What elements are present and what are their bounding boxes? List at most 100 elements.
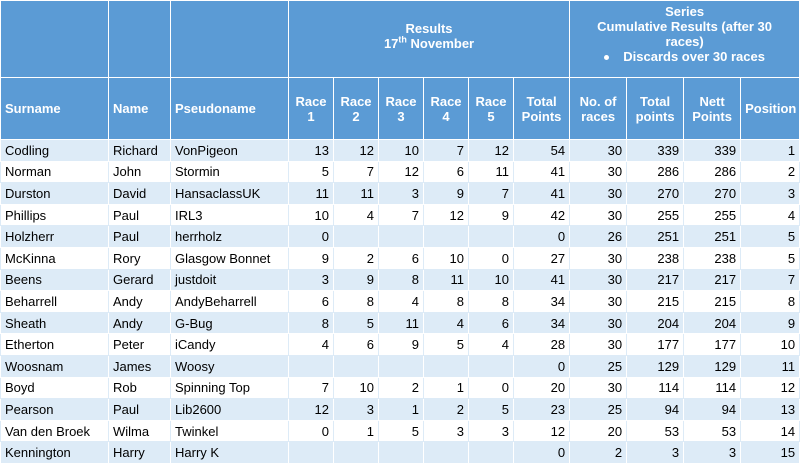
cell-race4: 5 bbox=[423, 333, 469, 356]
cell-surname: Etherton bbox=[0, 333, 109, 356]
col-header-race3: Race 3 bbox=[378, 77, 424, 140]
cell-series-total: 53 bbox=[626, 419, 685, 443]
cell-race5: 3 bbox=[468, 419, 514, 443]
cell-surname: Sheath bbox=[0, 311, 109, 335]
cell-pseudoname: AndyBeharrell bbox=[170, 290, 289, 313]
series-subtitle: Cumulative Results (after 30 bbox=[597, 19, 773, 34]
cell-race5: 4 bbox=[468, 333, 514, 356]
cell-surname: Codling bbox=[0, 139, 109, 162]
cell-no-of-races: 30 bbox=[569, 139, 628, 162]
cell-race2: 3 bbox=[333, 398, 379, 421]
col-header-series-total-l1: Total bbox=[640, 93, 671, 109]
cell-race1: 9 bbox=[288, 246, 334, 270]
cell-race1: 11 bbox=[288, 182, 334, 205]
col-header-race3-l2: 3 bbox=[397, 108, 405, 124]
cell-pseudoname: justdoit bbox=[170, 268, 289, 292]
cell-surname: Kennington bbox=[0, 441, 109, 464]
cell-race4: 9 bbox=[423, 182, 469, 205]
cell-name: Gerard bbox=[108, 268, 171, 292]
cell-race1 bbox=[288, 354, 334, 378]
cell-surname: Van den Broek bbox=[0, 419, 109, 443]
cell-race2: 7 bbox=[333, 160, 379, 184]
results-date-day: 17 bbox=[383, 36, 399, 51]
cell-total-points: 20 bbox=[512, 376, 571, 400]
col-header-surname: Surname bbox=[0, 77, 109, 140]
cell-position: 7 bbox=[740, 268, 800, 292]
cell-no-of-races: 26 bbox=[569, 225, 628, 248]
cell-race3: 2 bbox=[378, 376, 424, 400]
col-header-race1-l1: Race bbox=[295, 93, 327, 109]
cell-surname: Pearson bbox=[0, 398, 109, 421]
cell-series-total: 217 bbox=[626, 268, 685, 292]
col-header-race2-l1: Race bbox=[340, 93, 372, 109]
cell-nett-points: 53 bbox=[683, 419, 742, 443]
cell-race4 bbox=[423, 225, 469, 248]
cell-race4: 12 bbox=[423, 203, 469, 227]
table-header: Results 17th November Series Cumulative … bbox=[0, 0, 800, 140]
cell-race5: 11 bbox=[468, 160, 514, 184]
cell-race4: 8 bbox=[423, 290, 469, 313]
cell-total-points: 34 bbox=[512, 311, 571, 335]
cell-race5: 0 bbox=[468, 376, 514, 400]
cell-no-of-races: 30 bbox=[569, 376, 628, 400]
results-date-suffix: th bbox=[398, 34, 407, 45]
cell-race2: 5 bbox=[333, 311, 379, 335]
cell-race5: 8 bbox=[468, 290, 514, 313]
cell-race2: 11 bbox=[333, 182, 379, 205]
cell-race3: 4 bbox=[378, 290, 424, 313]
cell-race4: 7 bbox=[423, 139, 469, 162]
cell-no-of-races: 20 bbox=[569, 419, 628, 443]
col-header-series-total: Total points bbox=[626, 77, 685, 140]
cell-pseudoname: HansaclassUK bbox=[170, 182, 289, 205]
cell-nett-points: 217 bbox=[683, 268, 742, 292]
cell-race3: 5 bbox=[378, 419, 424, 443]
cell-series-total: 177 bbox=[626, 333, 685, 356]
col-header-name: Name bbox=[108, 77, 171, 140]
cell-name: Andy bbox=[108, 290, 171, 313]
cell-nett-points: 177 bbox=[683, 333, 742, 356]
cell-race1: 6 bbox=[288, 290, 334, 313]
col-header-race5-l1: Race bbox=[475, 93, 507, 109]
cell-surname: Durston bbox=[0, 182, 109, 205]
cell-series-total: 270 bbox=[626, 182, 685, 205]
cell-race3 bbox=[378, 225, 424, 248]
cell-race2: 1 bbox=[333, 419, 379, 443]
table-row: Sheath Andy G-Bug 8 5 11 4 6 34 30 204 204 9 bbox=[0, 311, 800, 335]
cell-name: Rory bbox=[108, 246, 171, 270]
cell-no-of-races: 30 bbox=[569, 290, 628, 313]
table-row: Durston David HansaclassUK 11 11 3 9 7 41 30 270 27… bbox=[0, 182, 800, 205]
cell-nett-points: 238 bbox=[683, 246, 742, 270]
cell-pseudoname: VonPigeon bbox=[170, 139, 289, 162]
cell-pseudoname: Stormin bbox=[170, 160, 289, 184]
cell-position: 9 bbox=[740, 311, 800, 335]
cell-nett-points: 286 bbox=[683, 160, 742, 184]
cell-series-total: 204 bbox=[626, 311, 685, 335]
cell-race4 bbox=[423, 441, 469, 464]
cell-series-total: 215 bbox=[626, 290, 685, 313]
cell-position: 12 bbox=[740, 376, 800, 400]
cell-total-points: 34 bbox=[512, 290, 571, 313]
cell-nett-points: 204 bbox=[683, 311, 742, 335]
table-row: Kennington Harry Harry K 0 2 3 3 15 bbox=[0, 441, 800, 464]
series-title: Series bbox=[665, 4, 705, 19]
col-header-total-points-l1: Total bbox=[526, 93, 557, 109]
cell-position: 4 bbox=[740, 203, 800, 227]
cell-race3: 3 bbox=[378, 182, 424, 205]
results-date-month: November bbox=[406, 36, 475, 51]
table-row: Norman John Stormin 5 7 12 6 11 41 30 286 286 2 bbox=[0, 160, 800, 184]
cell-race3: 6 bbox=[378, 246, 424, 270]
cell-race4: 6 bbox=[423, 160, 469, 184]
cell-total-points: 27 bbox=[512, 246, 571, 270]
cell-total-points: 0 bbox=[512, 441, 571, 464]
cell-no-of-races: 25 bbox=[569, 398, 628, 421]
cell-race1: 10 bbox=[288, 203, 334, 227]
cell-nett-points: 129 bbox=[683, 354, 742, 378]
cell-name: James bbox=[108, 354, 171, 378]
cell-race2 bbox=[333, 354, 379, 378]
cell-race4: 2 bbox=[423, 398, 469, 421]
col-header-race4-l2: 4 bbox=[442, 108, 450, 124]
table-row: Holzherr Paul herrholz 0 0 26 251 251 5 bbox=[0, 225, 800, 248]
cell-surname: McKinna bbox=[0, 246, 109, 270]
cell-name: John bbox=[108, 160, 171, 184]
cell-series-total: 238 bbox=[626, 246, 685, 270]
